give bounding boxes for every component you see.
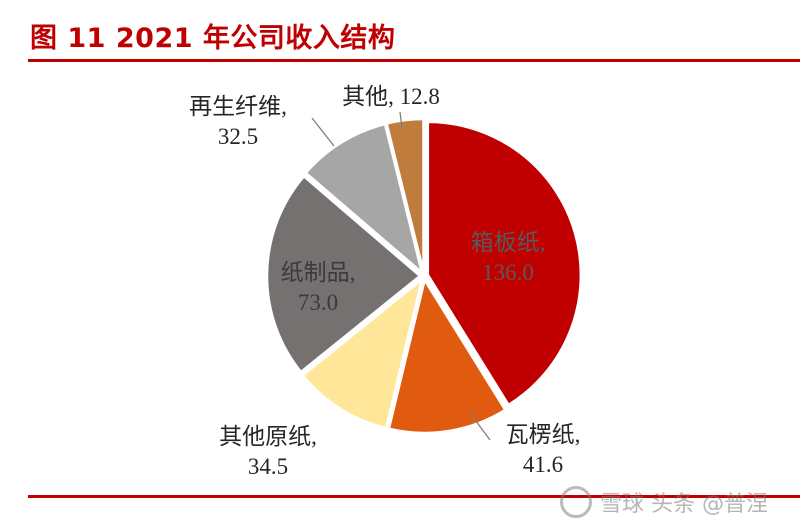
pie-slice-corrugated [387, 276, 508, 435]
bottom-divider [28, 495, 800, 498]
leader-line-recycled-fiber [311, 117, 335, 147]
slice-label-other-base-paper: 其他原纸, 34.5 [203, 422, 333, 482]
slice-name-box-board: 箱板纸, [470, 230, 546, 255]
slice-value-other: 12.8 [399, 84, 440, 109]
watermark-logo-icon [560, 486, 592, 518]
pie-slices [265, 117, 583, 435]
watermark-text: 雪球 头条 @普涅 [600, 492, 768, 517]
pie-slice-other-base-paper [301, 276, 424, 430]
slice-name-other: 其他 [342, 84, 389, 109]
slice-name-corrugated: 瓦楞纸, [505, 422, 581, 447]
pie-slice-paper-products [265, 174, 422, 374]
slice-value-corrugated: 41.6 [522, 452, 564, 477]
pie-slice-other [385, 117, 425, 273]
leader-line-other [399, 111, 403, 129]
slice-name-recycled-fiber: 再生纤维, [189, 94, 287, 119]
leader-line-corrugated [469, 412, 491, 441]
leader-lines [311, 111, 491, 441]
slice-label-other: 其他, 12.8 [336, 82, 446, 112]
slice-value-recycled-fiber: 32.5 [217, 124, 259, 149]
slice-label-corrugated: 瓦楞纸, 41.6 [488, 420, 598, 480]
slice-value-paper-products: 73.0 [297, 290, 339, 315]
pie-slice-recycled-fiber [304, 122, 425, 277]
top-divider [28, 59, 800, 62]
slice-name-paper-products: 纸制品, [280, 260, 356, 285]
watermark: 雪球 头条 @普涅 [560, 486, 792, 526]
slice-name-other-base-paper: 其他原纸, [219, 424, 317, 449]
slice-label-box-board: 箱板纸, 136.0 [443, 228, 573, 288]
pie-slice-box-board [426, 120, 583, 407]
slice-separator-other: , [388, 84, 400, 109]
slice-value-box-board: 136.0 [482, 260, 534, 285]
slice-label-recycled-fiber: 再生纤维, 32.5 [168, 92, 308, 152]
slice-value-other-base-paper: 34.5 [247, 454, 289, 479]
chart-title: 图 11 2021 年公司收入结构 [30, 23, 396, 54]
slice-label-paper-products: 纸制品, 73.0 [263, 258, 373, 318]
